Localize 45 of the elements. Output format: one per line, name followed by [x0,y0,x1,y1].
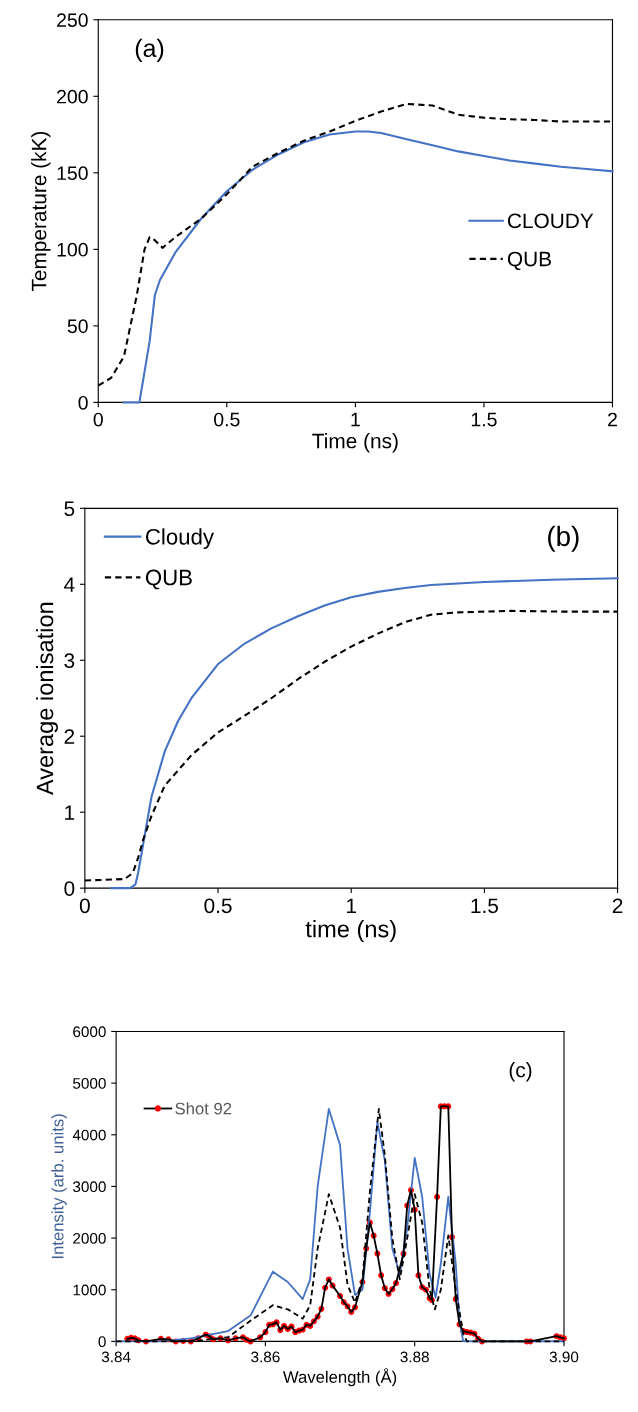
x-tick-label: 2 [608,412,617,427]
x-tick-label: 1.5 [471,898,499,914]
y-tick-label: 3000 [72,1181,106,1193]
x-tick-label: 3.86 [251,1351,280,1363]
y-axis-title: Average ionisation [35,602,58,796]
x-tick-label: 0.5 [214,412,240,427]
x-tick-label: 3.88 [400,1351,429,1363]
x-axis-title: Time (ns) [312,433,398,453]
y-tick-label: 5000 [73,1077,106,1089]
annotation: (b) [548,525,579,552]
y-tick-label: 50 [67,319,88,334]
y-tick-label: 200 [57,89,88,104]
annotation: (a) [135,38,164,63]
legend-label: QUB [145,569,192,590]
y-tick-label: 1000 [73,1284,106,1296]
y-tick-label: 6000 [73,1026,106,1038]
x-tick-label: 2 [612,898,623,913]
y-tick-label: 0 [64,881,75,896]
y-tick-label: 100 [57,242,88,257]
x-tick-label: 0.5 [204,898,232,914]
x-tick-label: 1.5 [471,412,497,427]
y-tick-label: 2 [64,729,75,744]
legend-label: QUB [507,251,551,271]
x-tick-label: 1 [351,412,360,427]
y-axis-title: Intensity (arb. units) [51,1114,67,1259]
y-tick-label: 3 [64,653,75,669]
y-tick-label: 4000 [72,1129,106,1141]
x-axis-title: time (ns) [305,920,396,943]
y-tick-label: 5 [64,501,75,517]
legend-label: Shot 92 [175,1102,232,1115]
y-tick-label: 4 [64,577,75,592]
x-tick-label: 3.84 [101,1351,131,1363]
x-tick-label: 3.90 [549,1351,579,1363]
legend-label: CLOUDY [507,213,594,229]
y-tick-label: 250 [57,13,88,27]
annotation: (c) [509,1062,532,1082]
y-tick-label: 0 [98,1336,106,1348]
y-tick-label: 150 [57,166,88,181]
y-tick-label: 0 [78,395,88,410]
y-tick-label: 1 [65,805,75,820]
x-axis-title: Wavelength (Å) [283,1368,397,1387]
x-tick-label: 1 [347,898,356,913]
legend-label: Cloudy [145,528,214,550]
y-tick-label: 2000 [73,1232,106,1244]
y-axis-title: Temperature (kK) [31,131,51,292]
